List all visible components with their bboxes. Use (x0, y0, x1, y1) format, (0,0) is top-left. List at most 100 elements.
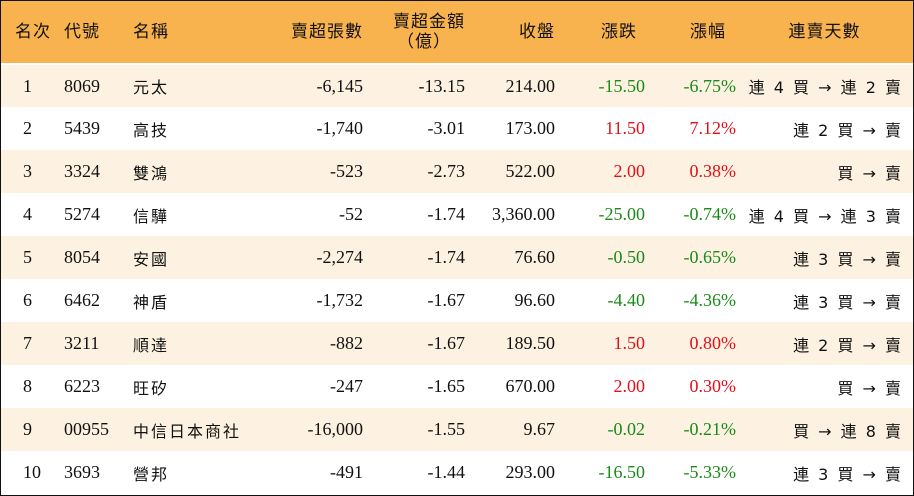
net-sell-shares-cell: -882 (330, 333, 363, 353)
net-sell-amount-cell: -1.67 (427, 333, 466, 353)
table-row: 9 00955 中信日本商社 -16,000 -1.55 9.67 -0.02 … (1, 408, 913, 451)
table-body: 1 8069 元太 -6,145 -13.15 214.00 -15.50 -6… (1, 64, 913, 494)
rank-cell: 9 (23, 419, 32, 439)
code-cell: 6223 (64, 376, 100, 396)
table-row: 7 3211 順達 -882 -1.67 189.50 1.50 0.80% 連… (1, 322, 913, 365)
net-sell-amount-cell: -3.01 (427, 118, 466, 138)
rank-cell: 5 (23, 247, 32, 267)
code-cell: 3211 (64, 333, 100, 353)
net-sell-amount-cell: -1.65 (427, 376, 466, 396)
change-pct-cell: -0.74% (683, 204, 737, 224)
code-cell: 3324 (64, 161, 100, 181)
change-cell: -0.50 (607, 247, 646, 267)
net-sell-shares-cell: -491 (330, 462, 363, 482)
net-sell-amount-cell: -1.67 (427, 290, 466, 310)
close-cell: 96.60 (514, 290, 556, 310)
change-pct-cell: 0.38% (689, 161, 737, 181)
change-pct-cell: 0.30% (689, 376, 737, 396)
code-cell: 8054 (64, 247, 100, 267)
streak-cell: 連 4 買 → 連 2 賣 (748, 78, 903, 97)
change-cell: 2.00 (613, 161, 646, 181)
header-change: 漲跌 (555, 1, 645, 65)
header-close: 收盤 (465, 1, 555, 65)
change-pct-cell: -4.36% (683, 290, 737, 310)
close-cell: 76.60 (514, 247, 556, 267)
net-sell-shares-cell: -6,145 (316, 75, 364, 96)
name-cell: 安國 (133, 249, 170, 269)
table-row: 4 5274 信驊 -52 -1.74 3,360.00 -25.00 -0.7… (1, 193, 913, 236)
streak-cell: 買 → 賣 (837, 163, 903, 183)
table-row: 6 6462 神盾 -1,732 -1.67 96.60 -4.40 -4.36… (1, 279, 913, 322)
name-cell: 順達 (133, 335, 170, 355)
streak-cell: 連 3 買 → 賣 (793, 292, 903, 312)
net-sell-shares-cell: -16,000 (307, 419, 364, 439)
net-sell-amount-cell: -2.73 (427, 161, 466, 181)
header-change-pct: 漲幅 (645, 1, 736, 65)
code-cell: 6462 (64, 290, 100, 310)
close-cell: 173.00 (505, 118, 556, 138)
net-sell-shares-cell: -1,740 (316, 118, 364, 138)
change-cell: -25.00 (598, 204, 646, 224)
table-row: 2 5439 高技 -1,740 -3.01 173.00 11.50 7.12… (1, 107, 913, 150)
streak-cell: 連 3 買 → 賣 (793, 249, 903, 269)
name-cell: 旺矽 (133, 378, 170, 398)
code-cell: 3693 (64, 462, 100, 482)
name-cell: 中信日本商社 (133, 421, 242, 441)
rank-cell: 1 (23, 75, 32, 96)
streak-cell: 連 3 買 → 賣 (793, 464, 903, 484)
change-pct-cell: -0.65% (683, 247, 737, 267)
change-pct-cell: -6.75% (683, 75, 737, 96)
streak-cell: 連 2 買 → 賣 (793, 335, 903, 355)
name-cell: 高技 (133, 120, 170, 140)
close-cell: 214.00 (505, 75, 556, 96)
code-cell: 8069 (64, 75, 100, 96)
change-cell: -16.50 (598, 462, 646, 482)
name-cell: 神盾 (133, 292, 170, 312)
code-cell: 5274 (64, 204, 100, 224)
header-row: 名次 代號 名稱 賣超張數 賣超金額 （億） 收盤 漲跌 漲幅 連賣天數 (1, 1, 913, 65)
table-row: 10 3693 營邦 -491 -1.44 293.00 -16.50 -5.3… (1, 451, 913, 494)
change-pct-cell: -5.33% (683, 462, 737, 482)
net-sell-amount-cell: -13.15 (418, 75, 466, 96)
change-cell: 2.00 (613, 376, 646, 396)
change-cell: 1.50 (613, 333, 646, 353)
change-pct-cell: 0.80% (689, 333, 737, 353)
header-code: 代號 (58, 1, 127, 65)
header-net-sell-amount-line2: （億） (397, 32, 451, 52)
rank-cell: 10 (23, 462, 41, 482)
net-sell-shares-cell: -52 (339, 204, 363, 224)
code-cell: 5439 (64, 118, 100, 138)
name-cell: 雙鴻 (133, 163, 170, 183)
name-cell: 營邦 (133, 464, 170, 484)
table-row: 1 8069 元太 -6,145 -13.15 214.00 -15.50 -6… (1, 64, 913, 107)
change-cell: -4.40 (607, 290, 646, 310)
net-sell-shares-cell: -523 (330, 161, 363, 181)
net-sell-shares-cell: -2,274 (316, 247, 364, 267)
header-streak: 連賣天數 (736, 1, 913, 65)
table-row: 5 8054 安國 -2,274 -1.74 76.60 -0.50 -0.65… (1, 236, 913, 279)
header-net-sell-shares: 賣超張數 (259, 1, 363, 65)
change-pct-cell: 7.12% (689, 118, 737, 138)
net-sell-shares-cell: -247 (330, 376, 363, 396)
net-sell-amount-cell: -1.55 (427, 419, 466, 439)
rank-cell: 2 (23, 118, 32, 138)
close-cell: 522.00 (505, 161, 556, 181)
rank-cell: 7 (23, 333, 32, 353)
streak-cell: 買 → 賣 (837, 378, 903, 398)
table-row: 8 6223 旺矽 -247 -1.65 670.00 2.00 0.30% 買… (1, 365, 913, 408)
rank-cell: 4 (23, 204, 32, 224)
close-cell: 293.00 (505, 462, 556, 482)
change-pct-cell: -0.21% (683, 419, 737, 439)
net-sell-shares-cell: -1,732 (316, 290, 364, 310)
net-sell-amount-cell: -1.74 (427, 247, 466, 267)
name-cell: 元太 (133, 78, 170, 97)
change-cell: 11.50 (605, 118, 645, 138)
streak-cell: 連 4 買 → 連 3 賣 (748, 206, 903, 226)
table-row: 3 3324 雙鴻 -523 -2.73 522.00 2.00 0.38% 買… (1, 150, 913, 193)
header-net-sell-amount: 賣超金額 （億） (363, 1, 465, 65)
net-sell-amount-cell: -1.44 (427, 462, 466, 482)
rank-cell: 3 (23, 161, 32, 181)
close-cell: 670.00 (505, 376, 556, 396)
